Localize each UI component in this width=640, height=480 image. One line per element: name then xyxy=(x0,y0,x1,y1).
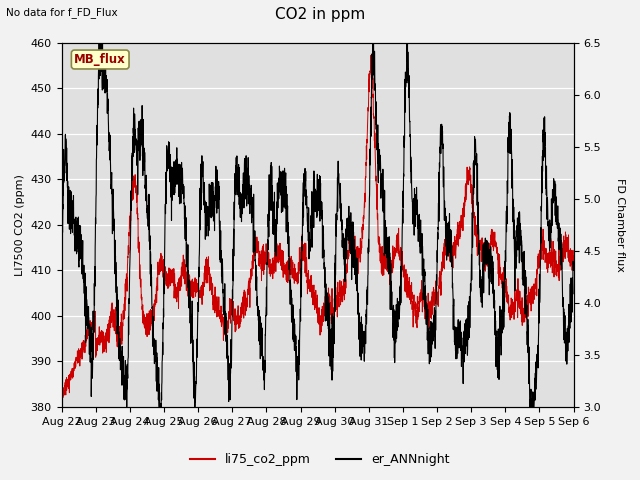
Text: MB_flux: MB_flux xyxy=(74,53,126,66)
Y-axis label: FD Chamber flux: FD Chamber flux xyxy=(615,178,625,272)
Text: No data for f_FD_Flux: No data for f_FD_Flux xyxy=(6,7,118,18)
Text: CO2 in ppm: CO2 in ppm xyxy=(275,7,365,22)
Y-axis label: LI7500 CO2 (ppm): LI7500 CO2 (ppm) xyxy=(15,174,25,276)
Legend: li75_co2_ppm, er_ANNnight: li75_co2_ppm, er_ANNnight xyxy=(186,448,454,471)
